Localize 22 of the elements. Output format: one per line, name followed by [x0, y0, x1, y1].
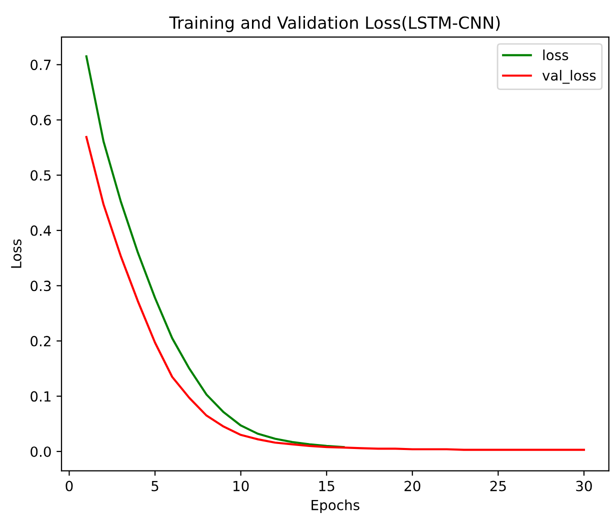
x-tick-label: 5: [152, 480, 158, 492]
y-axis-title: Loss: [11, 239, 22, 268]
x-tick-label: 30: [576, 480, 592, 492]
x-tick-label: 20: [404, 480, 420, 492]
x-tick-label: 25: [490, 480, 506, 492]
y-tick-label: 0.6: [30, 114, 51, 126]
chart-title: Training and Validation Loss(LSTM-CNN): [169, 16, 500, 32]
legend-label: loss: [543, 50, 568, 60]
x-axis-title: Epochs: [312, 500, 360, 513]
y-tick-label: 0.3: [30, 280, 51, 292]
x-tick-label: 0: [66, 480, 73, 492]
y-tick-label: 0.0: [30, 446, 51, 457]
line-series: [85, 136, 586, 451]
y-tick-label: 0.1: [30, 391, 50, 402]
y-tick-label: 0.4: [30, 225, 51, 236]
legend-label: val_loss: [542, 70, 596, 84]
y-tick-label: 0.2: [30, 336, 50, 346]
line-series: [85, 55, 345, 448]
x-tick-label: 15: [319, 480, 334, 492]
y-tick-label: 0.7: [30, 60, 51, 70]
x-tick-label: 10: [233, 480, 249, 492]
y-tick-label: 0.5: [30, 170, 51, 181]
